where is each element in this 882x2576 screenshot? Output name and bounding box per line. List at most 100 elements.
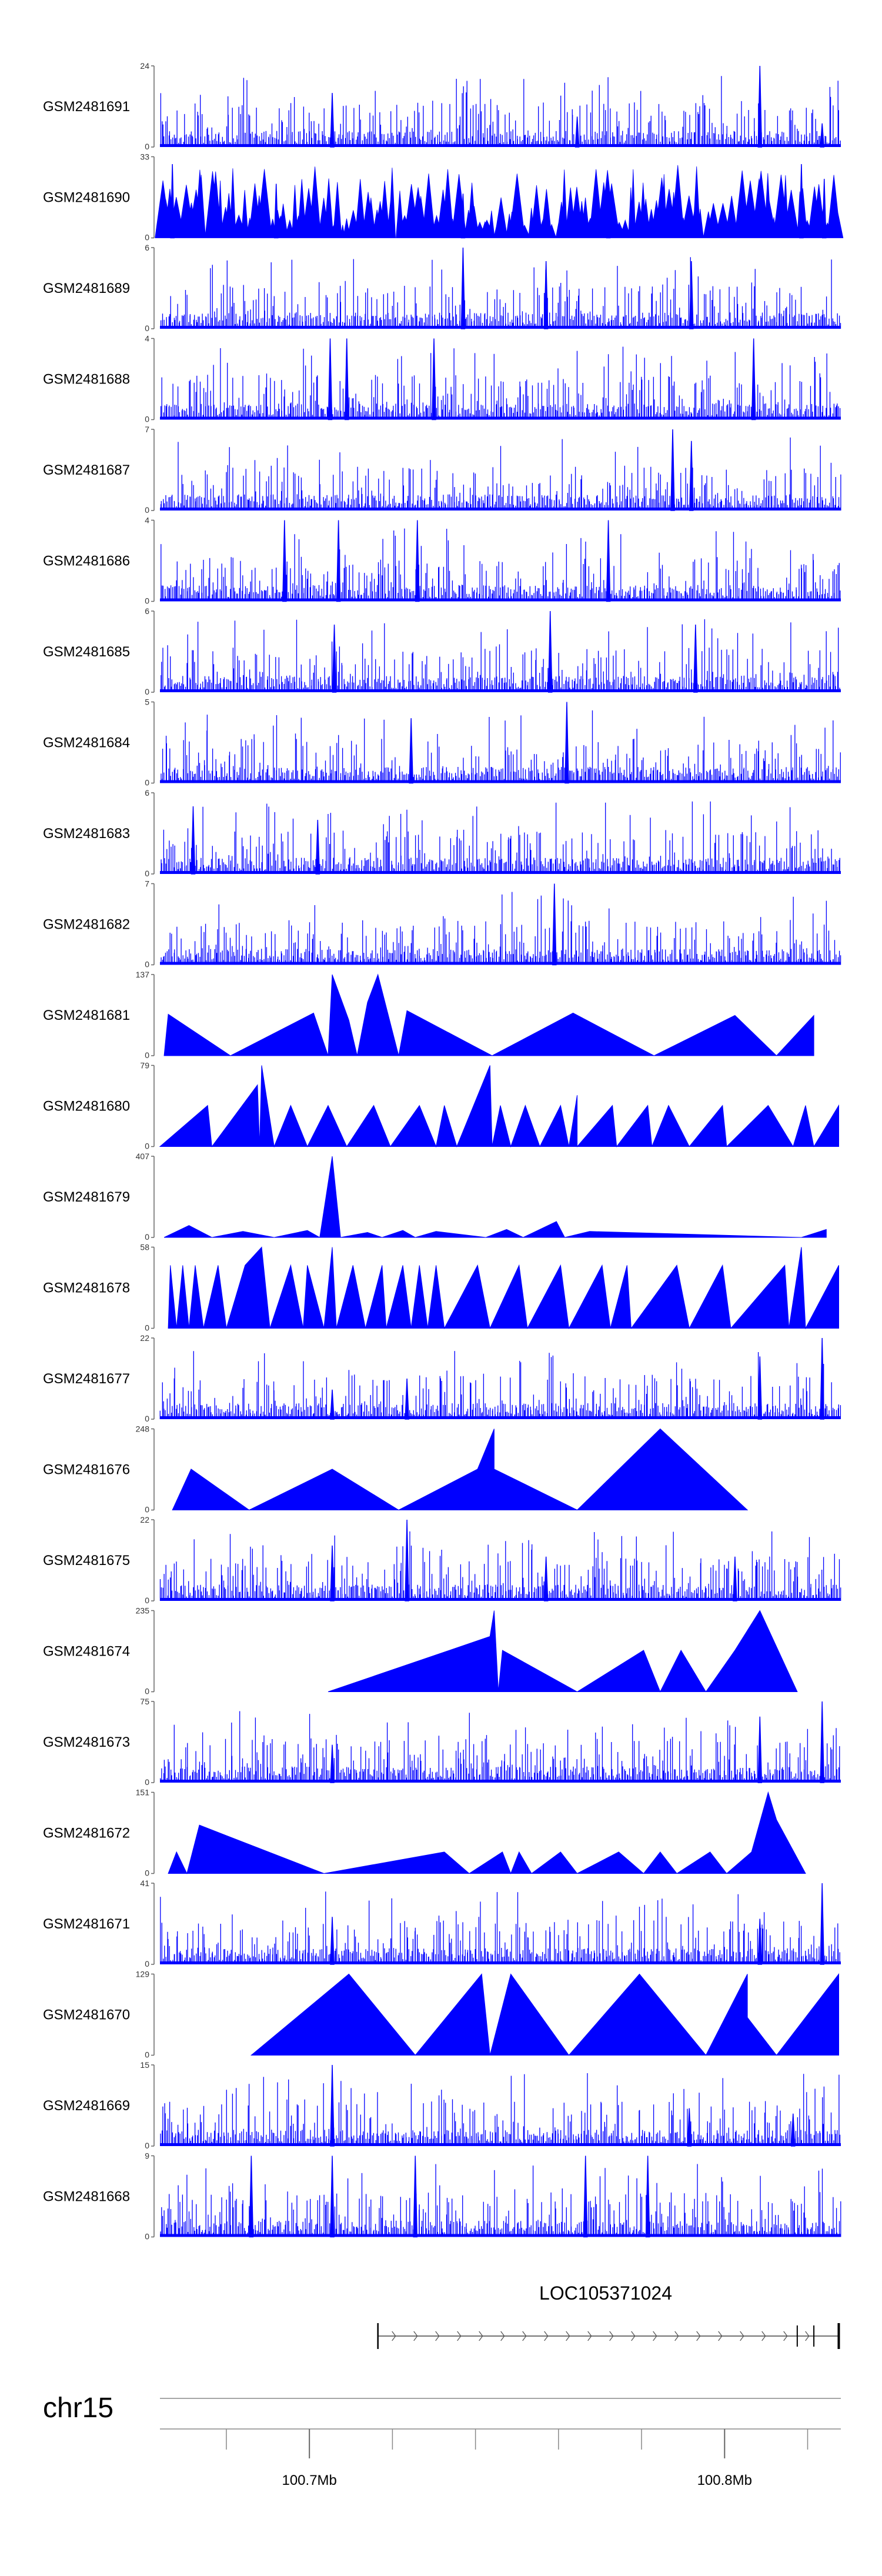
track-label: GSM2481684	[43, 735, 130, 751]
strand-arrow	[653, 2331, 657, 2341]
coverage-peak	[689, 441, 694, 511]
coverage-peak	[693, 624, 698, 693]
track-label: GSM2481679	[43, 1189, 130, 1205]
track-GSM2481678: GSM2481678 58 0	[43, 1243, 839, 1333]
y-axis-max-label: 41	[140, 1878, 149, 1888]
y-axis-min-label: 0	[145, 1687, 149, 1696]
coverage-area	[163, 973, 814, 1056]
coverage-peak	[689, 261, 694, 329]
coverage-peak	[547, 610, 553, 693]
coverage-peak	[670, 429, 675, 511]
strand-arrow	[631, 2331, 636, 2341]
track-GSM2481682: GSM2481682 7 0	[43, 879, 841, 969]
y-axis-max-label: 15	[140, 2060, 149, 2070]
track-label: GSM2481683	[43, 826, 130, 842]
y-axis-max-label: 58	[140, 1243, 149, 1252]
coverage-peak	[332, 624, 337, 693]
track-label: GSM2481669	[43, 2098, 130, 2114]
coverage-peak	[820, 1701, 824, 1783]
coverage-peak	[606, 520, 611, 602]
coverage-peak	[409, 718, 413, 784]
coverage-peak	[552, 883, 557, 966]
track-GSM2481672: GSM2481672 151 0	[43, 1788, 806, 1878]
coverage-bars	[159, 1531, 841, 1601]
coverage-peak	[564, 702, 569, 784]
track-GSM2481683: GSM2481683 6 0	[43, 788, 841, 878]
coverage-peak	[757, 1716, 763, 1783]
y-axis-max-label: 248	[136, 1424, 150, 1434]
y-axis-max-label: 5	[145, 698, 149, 707]
y-axis-min-label: 0	[145, 596, 149, 606]
y-axis-min-label: 0	[145, 2050, 149, 2060]
track-label: GSM2481689	[43, 281, 130, 296]
y-axis-min-label: 0	[145, 687, 149, 696]
track-GSM2481690: GSM2481690 33 0	[43, 152, 844, 242]
coverage-peak	[821, 179, 827, 239]
y-axis-min-label: 0	[145, 1959, 149, 1968]
track-label: GSM2481673	[43, 1734, 130, 1750]
track-label: GSM2481687	[43, 462, 130, 478]
coverage-bars	[160, 2164, 841, 2237]
coverage-bars	[161, 710, 841, 783]
track-GSM2481677: GSM2481677 22 0	[43, 1333, 841, 1423]
track-GSM2481675: GSM2481675 22 0	[43, 1515, 841, 1605]
y-axis-min-label: 0	[145, 1596, 149, 1605]
coverage-peak	[330, 92, 335, 148]
coverage-peak	[606, 188, 611, 239]
track-label: GSM2481682	[43, 917, 130, 933]
y-axis-max-label: 75	[140, 1697, 149, 1706]
coverage-area	[159, 1065, 839, 1148]
track-GSM2481680: GSM2481680 79 0	[43, 1061, 839, 1151]
track-label: GSM2481680	[43, 1099, 130, 1115]
y-axis-max-label: 9	[145, 2151, 149, 2161]
strand-arrow	[457, 2331, 462, 2341]
coverage-bars	[160, 2073, 841, 2146]
y-axis-max-label: 7	[145, 879, 149, 889]
strand-arrow	[674, 2331, 679, 2341]
coverage-peak	[170, 164, 175, 239]
coverage-peak	[757, 1918, 763, 1965]
strand-arrow	[718, 2331, 723, 2341]
coverage-bars	[160, 346, 841, 420]
coverage-area	[250, 1973, 839, 2056]
track-label: GSM2481672	[43, 1826, 130, 1841]
gene-name-label: LOC105371024	[539, 2283, 672, 2304]
coverage-peak	[330, 1545, 335, 1601]
track-GSM2481674: GSM2481674 235 0	[43, 1606, 798, 1696]
y-axis-min-label: 0	[145, 505, 149, 515]
track-label: GSM2481668	[43, 2189, 130, 2205]
coverage-peak	[330, 2155, 335, 2238]
y-axis-max-label: 151	[136, 1788, 150, 1797]
track-label: GSM2481671	[43, 1916, 130, 1932]
coverage-peak	[415, 520, 420, 602]
coverage-bars	[161, 801, 840, 874]
track-GSM2481670: GSM2481670 129 0	[43, 1970, 839, 2060]
coverage-peak	[273, 183, 279, 239]
coverage-peak	[330, 2064, 335, 2147]
strand-arrow	[783, 2331, 788, 2341]
y-axis-max-label: 137	[136, 970, 150, 979]
coverage-peak	[191, 806, 196, 875]
track-label: GSM2481691	[43, 99, 130, 115]
coverage-bars	[161, 619, 840, 692]
track-label: GSM2481686	[43, 553, 130, 569]
y-axis-max-label: 407	[136, 1152, 150, 1161]
coverage-peak	[687, 2108, 692, 2147]
y-axis-min-label: 0	[145, 2141, 149, 2150]
y-axis-max-label: 6	[145, 788, 149, 798]
track-GSM2481673: GSM2481673 75 0	[43, 1697, 841, 1787]
coverage-peak	[405, 1378, 409, 1420]
track-label: GSM2481685	[43, 644, 130, 660]
coverage-peak	[543, 261, 549, 329]
y-axis-max-label: 6	[145, 606, 149, 616]
strand-arrow	[609, 2331, 614, 2341]
coverage-bars	[160, 257, 841, 329]
track-label: GSM2481688	[43, 372, 130, 388]
coverage-area	[172, 1428, 749, 1511]
y-axis-max-label: 235	[136, 1606, 150, 1616]
strand-arrow	[544, 2331, 549, 2341]
track-GSM2481669: GSM2481669 15 0	[43, 2060, 841, 2150]
strand-arrow	[522, 2331, 527, 2341]
coverage-peak	[543, 1556, 549, 1601]
track-GSM2481668: GSM2481668 9 0	[43, 2151, 841, 2241]
